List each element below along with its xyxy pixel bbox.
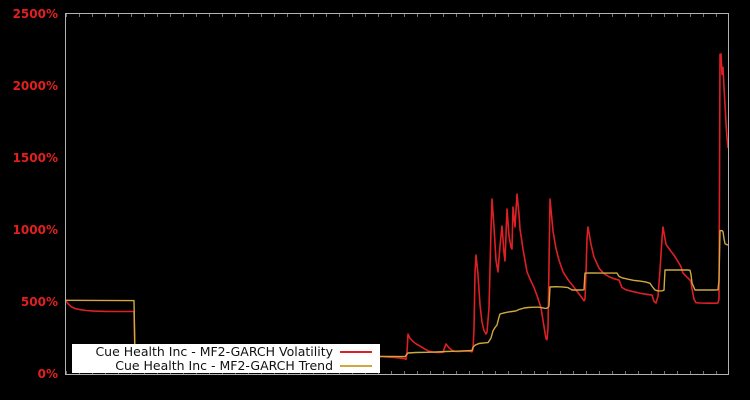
legend-label-trend: Cue Health Inc - MF2-GARCH Trend — [115, 358, 333, 373]
trend-line — [66, 229, 728, 358]
ytick-1500: 1500% — [12, 151, 58, 165]
ytick-1000: 1000% — [12, 223, 58, 237]
chart-canvas — [66, 53, 728, 361]
ytick-0: 0% — [37, 367, 58, 381]
legend-line-sample-trend — [340, 364, 372, 367]
top-axis-ticks — [66, 14, 728, 17]
ytick-2000: 2000% — [12, 79, 58, 93]
plot-area: Cue Health Inc - MF2-GARCH Volatility Cu… — [65, 13, 729, 375]
legend-label-volatility: Cue Health Inc - MF2-GARCH Volatility — [95, 344, 333, 359]
ytick-2500: 2500% — [12, 7, 58, 21]
bottom-axis-ticks — [66, 371, 728, 374]
legend-row-trend: Cue Health Inc - MF2-GARCH Trend — [76, 359, 372, 372]
legend-line-sample-volatility — [340, 350, 372, 353]
legend: Cue Health Inc - MF2-GARCH Volatility Cu… — [72, 344, 380, 373]
ytick-500: 500% — [20, 295, 58, 309]
volatility-line — [66, 53, 728, 361]
legend-row-volatility: Cue Health Inc - MF2-GARCH Volatility — [76, 345, 372, 358]
